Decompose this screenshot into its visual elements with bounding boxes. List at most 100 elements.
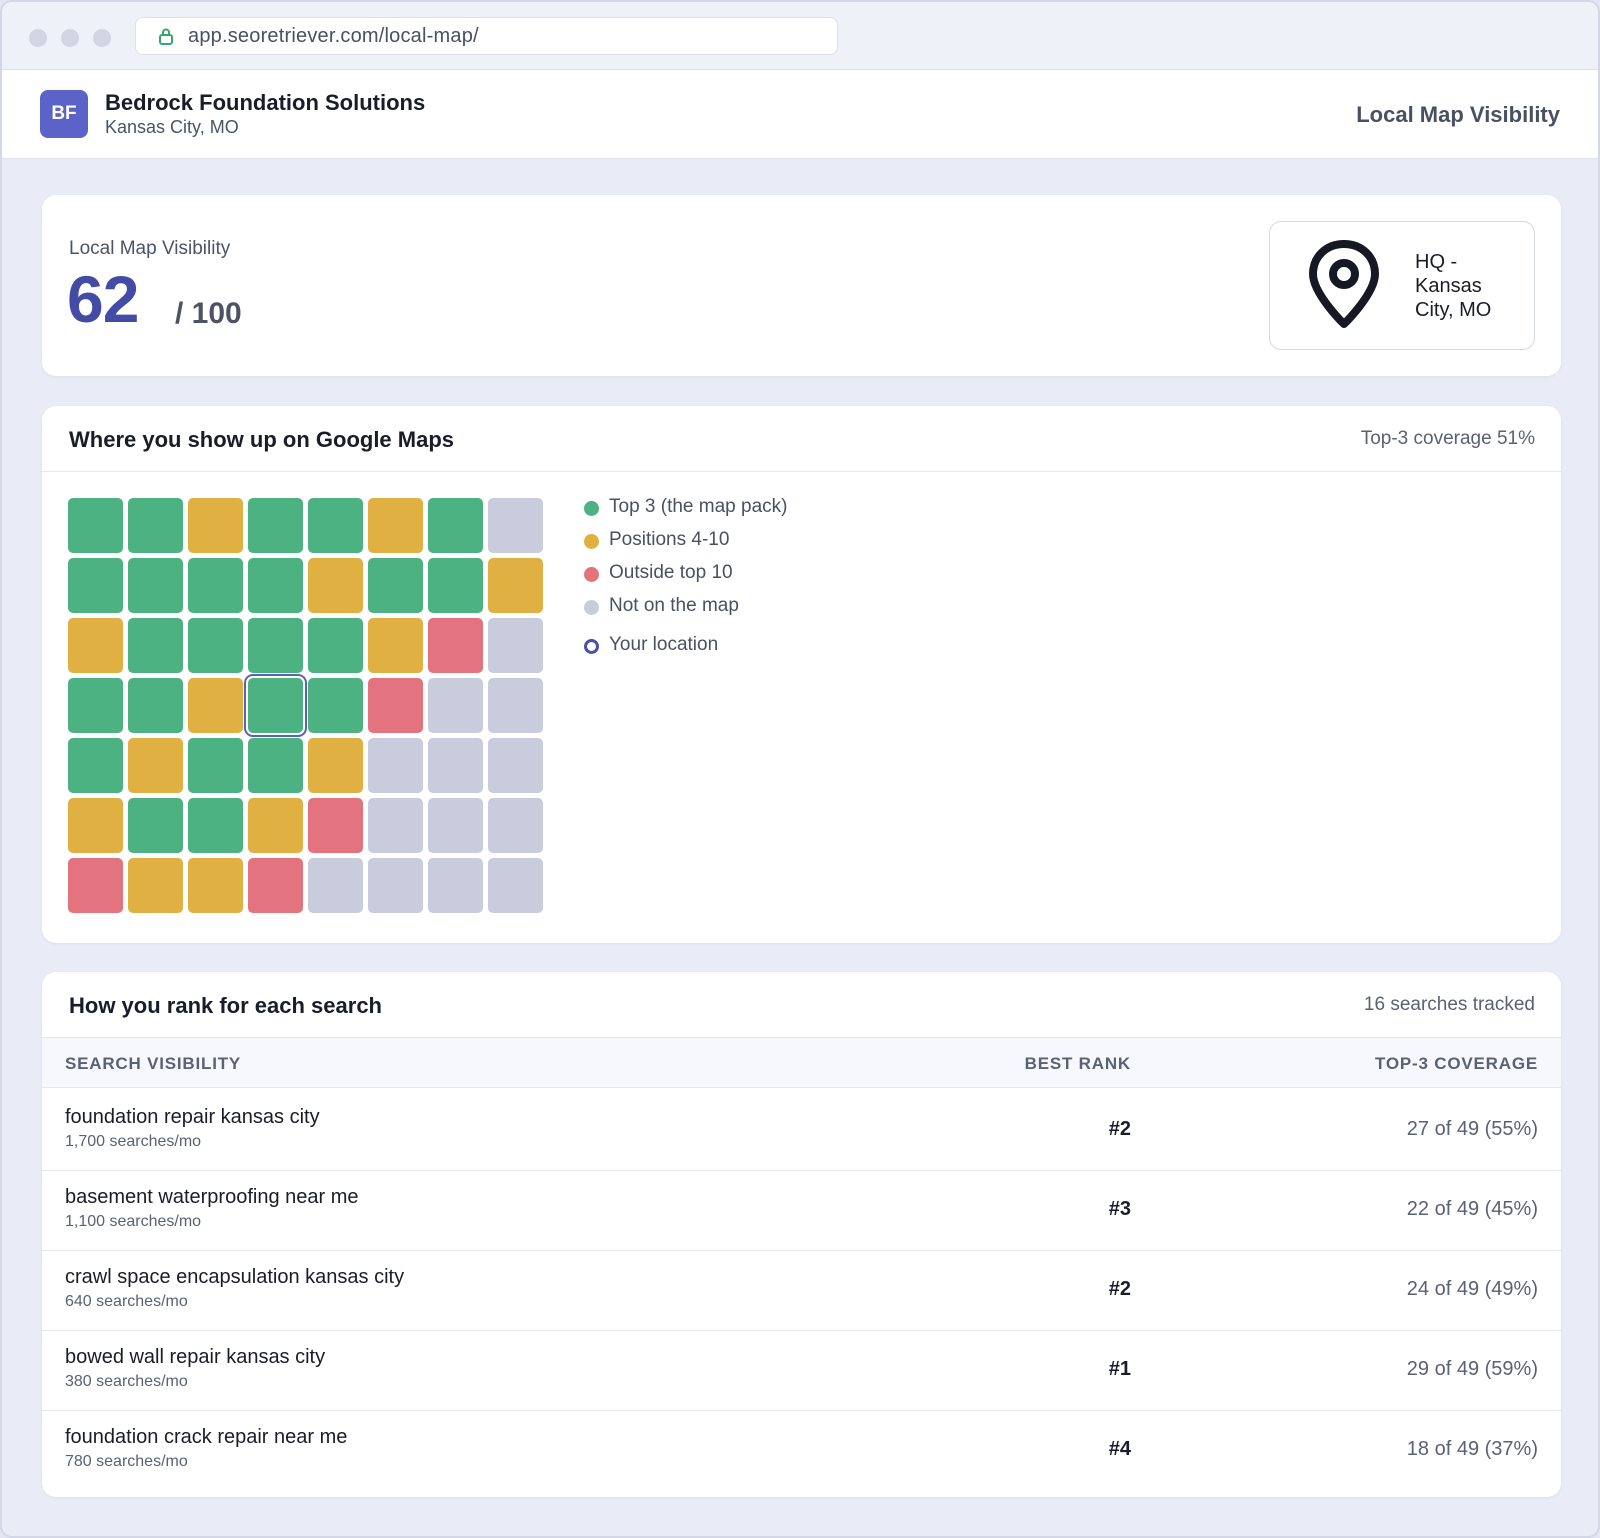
grid-cell-top3[interactable]: [128, 618, 183, 673]
table-row[interactable]: bowed wall repair kansas city 380 searche…: [42, 1329, 1561, 1411]
top3-coverage: Top-3 coverage 51%: [1360, 428, 1535, 449]
column-header-best-rank[interactable]: BEST RANK: [1024, 1054, 1131, 1073]
grid-cell-top3[interactable]: [308, 618, 363, 673]
location-name: HQ - Kansas City, MO: [1415, 251, 1492, 321]
page-title: Local Map Visibility: [1356, 102, 1560, 127]
top3-coverage-value: 18 of 49 (37%): [1406, 1438, 1538, 1460]
grid-cell-your-location[interactable]: [248, 678, 303, 733]
grid-cell-top3[interactable]: [428, 558, 483, 613]
top3-coverage-value: 27 of 49 (55%): [1406, 1118, 1538, 1140]
grid-cell-top3[interactable]: [308, 678, 363, 733]
grid-cell-not-on-map[interactable]: [428, 798, 483, 853]
grid-cell-not-on-map[interactable]: [488, 858, 543, 913]
grid-cell-not-on-map[interactable]: [368, 738, 423, 793]
legend-swatch: [584, 534, 599, 549]
grid-cell-not-on-map[interactable]: [488, 738, 543, 793]
grid-cell-pos4-10[interactable]: [188, 678, 243, 733]
grid-cell-top3[interactable]: [248, 558, 303, 613]
grid-cell-pos4-10[interactable]: [68, 618, 123, 673]
column-header-search[interactable]: SEARCH VISIBILITY: [65, 1054, 242, 1073]
grid-cell-top3[interactable]: [128, 558, 183, 613]
grid-cell-top3[interactable]: [68, 738, 123, 793]
grid-cell-top3[interactable]: [368, 558, 423, 613]
grid-cell-pos4-10[interactable]: [488, 558, 543, 613]
search-volume: 780 searches/mo: [65, 1453, 188, 1470]
grid-cell-pos4-10[interactable]: [128, 738, 183, 793]
map-pin-icon: [1309, 240, 1379, 328]
grid-cell-top3[interactable]: [248, 738, 303, 793]
grid-cell-top3[interactable]: [68, 558, 123, 613]
grid-cell-top3[interactable]: [68, 498, 123, 553]
keyword-text: foundation crack repair near me: [65, 1426, 348, 1448]
grid-cell-not-on-map[interactable]: [488, 798, 543, 853]
window-minimize-button[interactable]: [61, 29, 79, 47]
grid-cell-pos4-10[interactable]: [188, 498, 243, 553]
best-rank: #3: [1108, 1198, 1131, 1220]
grid-cell-pos4-10[interactable]: [68, 798, 123, 853]
best-rank: #2: [1108, 1118, 1131, 1140]
grid-cell-pos4-10[interactable]: [128, 858, 183, 913]
grid-cell-outside10[interactable]: [248, 858, 303, 913]
keyword-text: foundation repair kansas city: [65, 1106, 320, 1128]
grid-cell-not-on-map[interactable]: [428, 858, 483, 913]
lock-icon: [159, 28, 173, 45]
grid-cell-pos4-10[interactable]: [308, 738, 363, 793]
map-card-title: Where you show up on Google Maps: [69, 427, 455, 452]
grid-cell-top3[interactable]: [128, 678, 183, 733]
grid-cell-not-on-map[interactable]: [308, 858, 363, 913]
search-volume: 640 searches/mo: [65, 1293, 188, 1310]
grid-cell-outside10[interactable]: [368, 678, 423, 733]
grid-cell-not-on-map[interactable]: [368, 798, 423, 853]
grid-cell-pos4-10[interactable]: [188, 858, 243, 913]
score-label: Local Map Visibility: [69, 238, 231, 259]
grid-cell-pos4-10[interactable]: [308, 558, 363, 613]
grid-cell-not-on-map[interactable]: [428, 738, 483, 793]
best-rank: #2: [1108, 1278, 1131, 1300]
grid-cell-top3[interactable]: [308, 498, 363, 553]
grid-cell-top3[interactable]: [248, 618, 303, 673]
grid-cell-top3[interactable]: [128, 798, 183, 853]
column-header-coverage[interactable]: TOP-3 COVERAGE: [1375, 1054, 1538, 1073]
address-bar[interactable]: app.seoretriever.com/local-map/: [135, 17, 838, 55]
best-rank: #4: [1108, 1438, 1131, 1460]
grid-cell-outside10[interactable]: [308, 798, 363, 853]
legend-label: Top 3 (the map pack): [609, 496, 788, 517]
searches-tracked-count: 16 searches tracked: [1363, 994, 1535, 1015]
grid-cell-top3[interactable]: [428, 498, 483, 553]
grid-cell-pos4-10[interactable]: [368, 498, 423, 553]
grid-cell-outside10[interactable]: [428, 618, 483, 673]
grid-cell-not-on-map[interactable]: [488, 618, 543, 673]
location-ring-icon: [584, 639, 599, 654]
business-location: Kansas City, MO: [105, 117, 239, 137]
grid-cell-top3[interactable]: [188, 558, 243, 613]
grid-cell-outside10[interactable]: [68, 858, 123, 913]
grid-cell-not-on-map[interactable]: [428, 678, 483, 733]
legend-label: Positions 4-10: [609, 529, 730, 550]
grid-cell-top3[interactable]: [248, 498, 303, 553]
table-row[interactable]: foundation crack repair near me 780 searc…: [42, 1409, 1561, 1491]
grid-cell-top3[interactable]: [188, 738, 243, 793]
grid-cell-not-on-map[interactable]: [488, 498, 543, 553]
grid-cell-top3[interactable]: [188, 618, 243, 673]
search-volume: 1,100 searches/mo: [65, 1213, 202, 1230]
visibility-score-card: Local Map Visibility 62 / 100 HQ - Kansa…: [42, 195, 1561, 376]
table-row[interactable]: basement waterproofing near me 1,100 sear…: [42, 1169, 1561, 1251]
location-selector[interactable]: HQ - Kansas City, MO: [1269, 221, 1535, 350]
grid-cell-pos4-10[interactable]: [368, 618, 423, 673]
search-rankings-card: How you rank for each search 16 searches…: [42, 972, 1561, 1497]
grid-cell-not-on-map[interactable]: [488, 678, 543, 733]
browser-toolbar: app.seoretriever.com/local-map/: [2, 2, 1598, 70]
search-volume: 1,700 searches/mo: [65, 1133, 202, 1150]
grid-cell-top3[interactable]: [68, 678, 123, 733]
window-close-button[interactable]: [29, 29, 47, 47]
grid-cell-pos4-10[interactable]: [248, 798, 303, 853]
grid-cell-top3[interactable]: [128, 498, 183, 553]
grid-cell-top3[interactable]: [188, 798, 243, 853]
legend-swatch: [584, 501, 599, 516]
window-maximize-button[interactable]: [93, 29, 111, 47]
grid-cell-not-on-map[interactable]: [368, 858, 423, 913]
table-row[interactable]: foundation repair kansas city 1,700 searc…: [42, 1089, 1561, 1171]
table-row[interactable]: crawl space encapsulation kansas city 640…: [42, 1249, 1561, 1331]
rankings-card-title: How you rank for each search: [69, 993, 382, 1018]
